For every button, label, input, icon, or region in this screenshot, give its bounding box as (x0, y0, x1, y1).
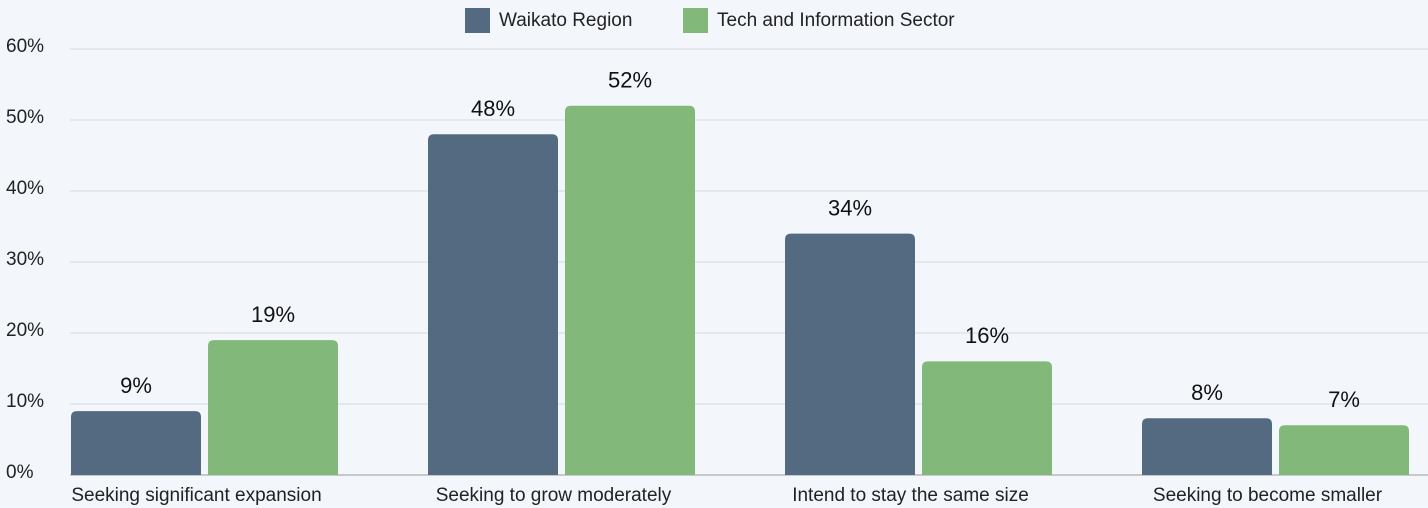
value-label: 7% (1328, 387, 1360, 412)
x-tick-label: Seeking to grow moderately (436, 485, 672, 506)
bar (1279, 425, 1409, 475)
bar (922, 361, 1052, 475)
y-tick-label: 30% (6, 249, 44, 270)
y-tick-label: 20% (6, 320, 44, 341)
value-label: 8% (1191, 380, 1223, 405)
value-label: 19% (251, 302, 295, 327)
x-tick-label: Seeking to become smaller (1153, 485, 1383, 506)
y-tick-label: 0% (6, 462, 34, 483)
bar (785, 233, 915, 475)
y-tick-label: 10% (6, 391, 44, 412)
bar (428, 134, 558, 475)
x-tick-label: Seeking significant expansion (71, 485, 321, 506)
value-label: 52% (608, 68, 652, 93)
y-tick-label: 40% (6, 178, 44, 199)
value-label: 34% (828, 195, 872, 220)
bar (565, 105, 695, 476)
legend-swatch (683, 8, 708, 33)
y-tick-label: 60% (6, 36, 44, 57)
y-tick-label: 50% (6, 107, 44, 128)
x-tick-label: Intend to stay the same size (792, 485, 1029, 506)
legend-label: Tech and Information Sector (717, 10, 955, 31)
bar (71, 411, 201, 475)
value-label: 9% (120, 373, 152, 398)
legend-swatch (465, 8, 490, 33)
bar (1142, 418, 1272, 475)
value-label: 16% (965, 323, 1009, 348)
bar (208, 340, 338, 475)
value-label: 48% (471, 96, 515, 121)
legend-label: Waikato Region (499, 10, 632, 31)
